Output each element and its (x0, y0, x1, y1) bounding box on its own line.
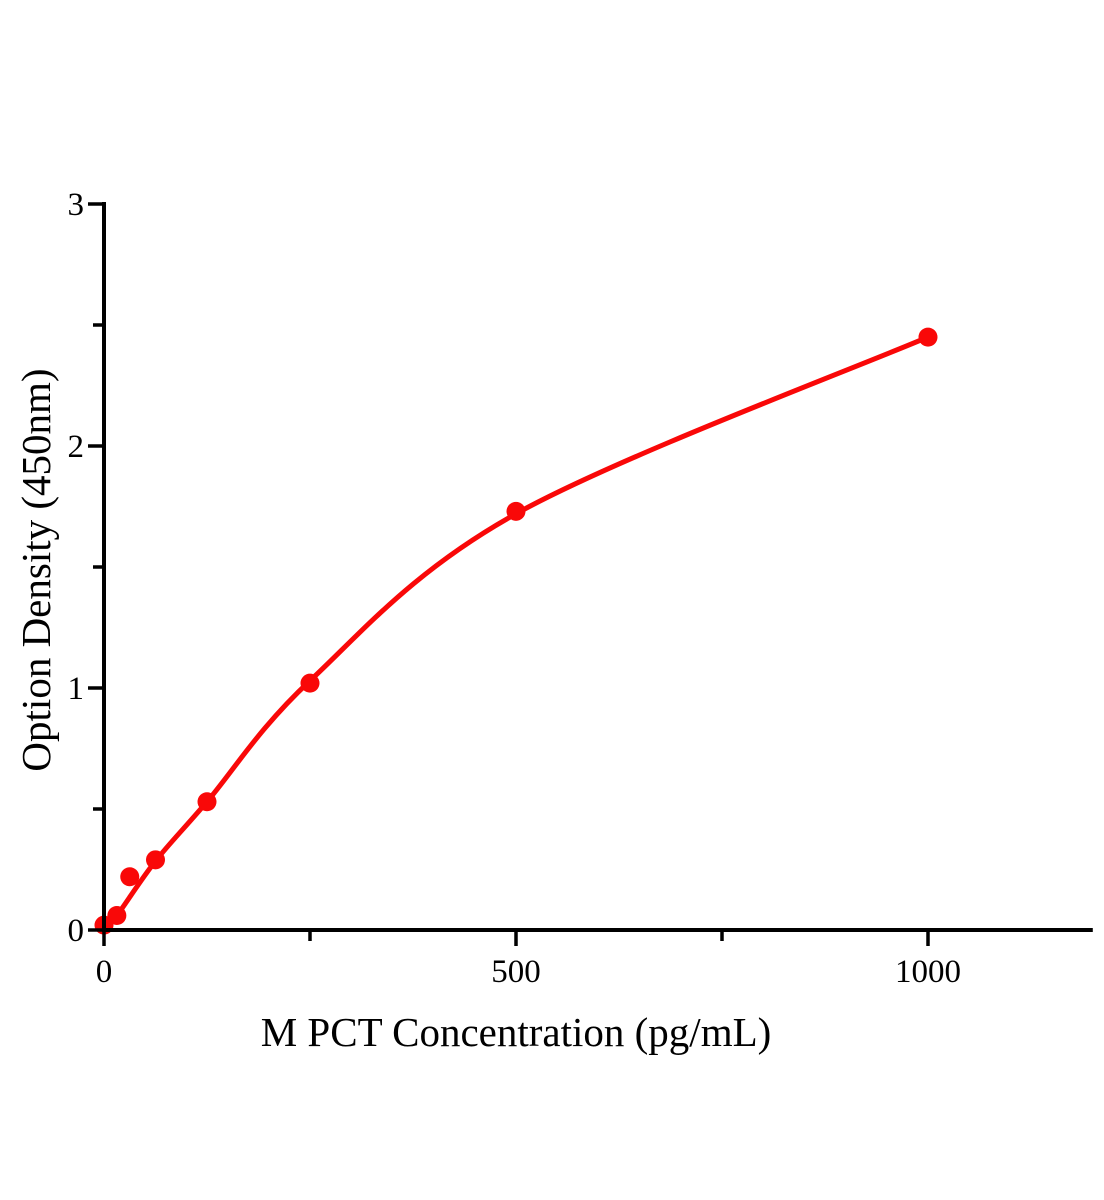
x-tick-label: 0 (96, 954, 113, 990)
data-point (197, 792, 217, 812)
data-point (300, 673, 320, 693)
data-point (506, 501, 526, 521)
y-tick-label: 2 (68, 429, 85, 465)
data-point (918, 327, 938, 347)
y-tick-label: 3 (68, 187, 85, 223)
fit-curve-line (102, 334, 929, 930)
x-tick-label: 1000 (895, 954, 961, 990)
y-axis-title: Option Density (450nm) (13, 368, 59, 772)
data-point (146, 850, 165, 870)
y-tick-label: 0 (68, 913, 85, 949)
data-point (120, 867, 140, 887)
y-tick-label: 1 (68, 671, 85, 707)
x-tick-label: 500 (491, 954, 541, 990)
data-point (107, 905, 127, 925)
x-axis-title: M PCT Concentration (pg/mL) (260, 1009, 772, 1055)
